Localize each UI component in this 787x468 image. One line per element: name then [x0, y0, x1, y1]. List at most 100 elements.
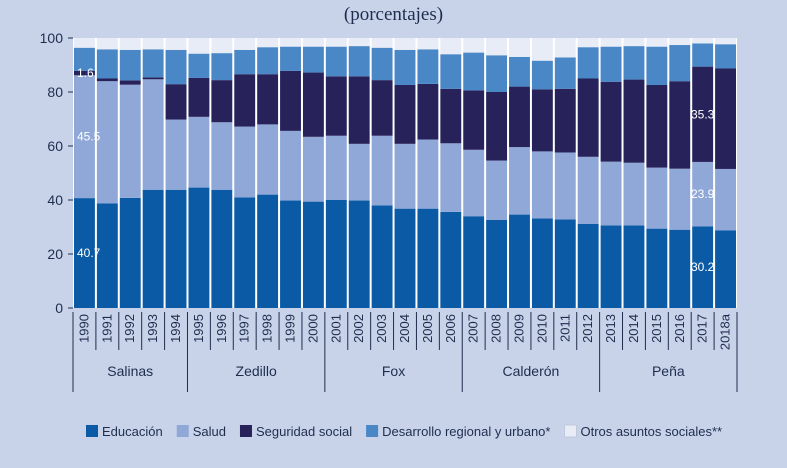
bar-segment	[440, 211, 462, 308]
x-tick-label: 1992	[122, 314, 137, 343]
bar-segment	[234, 49, 256, 75]
x-tick-label: 2016	[672, 314, 687, 343]
legend-label: Salud	[193, 424, 226, 439]
bar-segment	[142, 79, 164, 190]
group-label: Fox	[382, 363, 405, 379]
bar-segment	[234, 197, 256, 308]
bar-segment	[188, 38, 210, 54]
bar-segment	[394, 84, 416, 144]
bar-segment	[74, 198, 95, 308]
bar-segment	[509, 147, 530, 215]
bar-segment	[371, 47, 393, 81]
bar-segment	[211, 189, 233, 308]
bar-segment	[623, 79, 645, 163]
bar-segment	[623, 46, 645, 80]
bar-segment	[394, 38, 416, 50]
bar-segment	[669, 81, 691, 169]
bar-segment	[325, 135, 347, 200]
bar-segment	[440, 143, 462, 212]
x-tick-label: 1995	[191, 314, 206, 343]
bar-segment	[96, 38, 118, 50]
bar-segment	[325, 38, 347, 47]
bar-segment	[577, 38, 599, 48]
x-tick-label: 1991	[99, 314, 114, 343]
x-tick-label: 2018a	[718, 313, 733, 350]
bar-segment	[486, 219, 508, 308]
bar-segment	[119, 49, 141, 81]
bar-segment	[302, 46, 324, 73]
bar-segment	[417, 139, 439, 209]
bar-segment	[463, 90, 485, 150]
bar-segment	[119, 38, 141, 50]
bar-segment	[600, 38, 622, 47]
bar-segment	[280, 200, 301, 308]
bar-segment	[463, 216, 485, 308]
bar-segment	[463, 149, 485, 217]
bar-segment	[509, 214, 530, 308]
bar-segment	[257, 47, 279, 75]
x-tick-label: 2006	[443, 314, 458, 343]
bar-segment	[302, 201, 324, 308]
bar-segment	[669, 38, 691, 46]
data-label: 35.3	[691, 107, 715, 121]
group-label: Calderón	[503, 363, 560, 379]
data-label: 1.6	[77, 66, 94, 80]
bar-segment	[74, 70, 95, 76]
x-tick-label: 2004	[397, 314, 412, 343]
bar-segment	[257, 194, 279, 308]
x-tick-label: 2003	[374, 314, 389, 343]
bar-segment	[486, 38, 508, 56]
data-label: 45.5	[77, 130, 101, 144]
bar-segment	[165, 84, 187, 120]
group-label: Peña	[652, 363, 685, 379]
bar-segment	[463, 38, 485, 53]
legend-swatch	[86, 425, 98, 437]
bar-segment	[669, 45, 691, 82]
bar-segment	[692, 66, 714, 162]
x-tick-label: 2005	[420, 314, 435, 343]
bar-segment	[554, 57, 576, 89]
bar-segment	[325, 46, 347, 77]
bar-segment	[623, 225, 645, 308]
x-tick-label: 2007	[466, 314, 481, 343]
bar-segment	[142, 38, 164, 50]
group-label: Salinas	[107, 363, 153, 379]
bar-segment	[211, 38, 233, 54]
bar-segment	[96, 203, 118, 308]
bar-segment	[440, 38, 462, 55]
bar-segment	[348, 143, 370, 201]
bar-segment	[371, 135, 393, 206]
y-tick-label: 40	[47, 192, 63, 208]
x-tick-label: 2014	[626, 314, 641, 343]
x-tick-label: 1994	[168, 314, 183, 343]
legend-swatch	[366, 425, 379, 437]
bar-segment	[280, 46, 301, 71]
bar-segment	[623, 162, 645, 226]
bar-segment	[417, 83, 439, 140]
bar-segment	[509, 56, 530, 87]
x-tick-label: 2000	[305, 314, 320, 343]
bar-segment	[715, 44, 736, 69]
bar-segment	[486, 160, 508, 220]
x-tick-label: 1997	[237, 314, 252, 343]
bar-segment	[440, 88, 462, 144]
bar-segment	[165, 189, 187, 308]
bar-segment	[119, 197, 141, 308]
bar-segment	[486, 55, 508, 92]
bar-segment	[348, 76, 370, 144]
bar-segment	[96, 49, 118, 79]
bar-segment	[600, 81, 622, 162]
x-tick-label: 2010	[534, 314, 549, 343]
bar-segment	[577, 223, 599, 308]
bar-segment	[715, 68, 736, 169]
x-tick-label: 1999	[283, 314, 298, 343]
x-tick-label: 2017	[695, 314, 710, 343]
x-tick-label: 1996	[214, 314, 229, 343]
bar-segment	[348, 46, 370, 77]
bar-segment	[577, 47, 599, 79]
bar-segment	[440, 54, 462, 89]
bar-segment	[715, 38, 736, 45]
bar-segment	[165, 49, 187, 85]
